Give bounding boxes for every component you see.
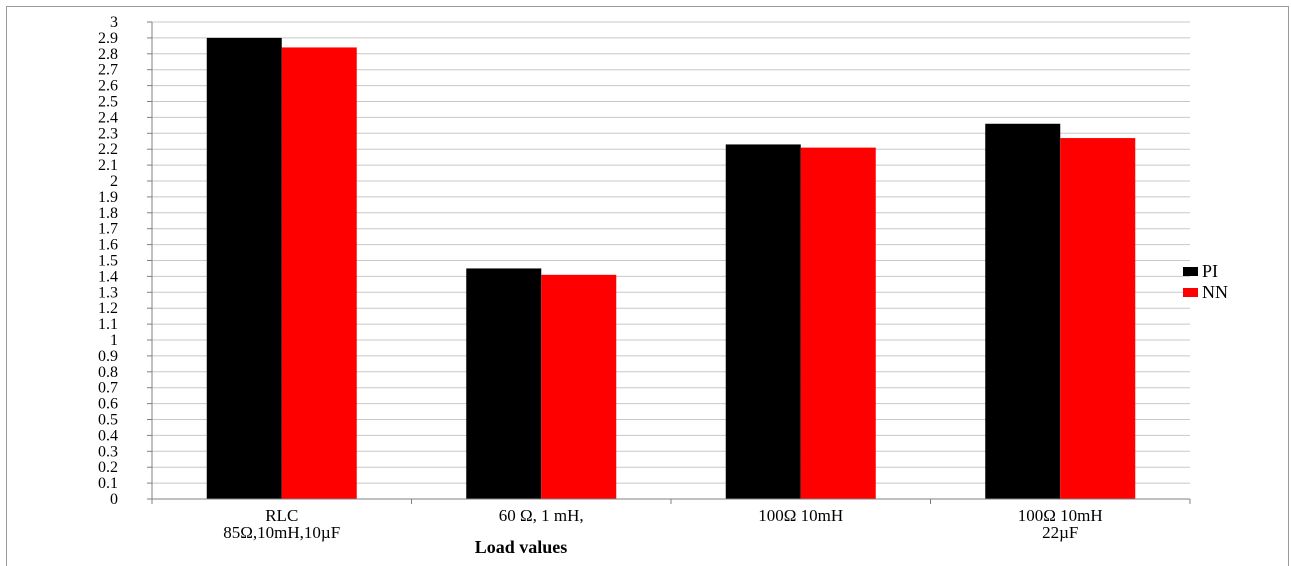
- y-tick-label: 1.2: [98, 300, 118, 317]
- y-tick-label: 2.4: [98, 109, 118, 126]
- x-category-label: 85Ω,10mH,10µF: [223, 523, 340, 542]
- y-tick-label: 0.4: [98, 427, 118, 444]
- bar-nn-4: [1060, 138, 1136, 499]
- y-tick-label: 1: [110, 332, 118, 349]
- y-axis-ticks: 00.10.20.30.40.50.60.70.80.911.11.21.31.…: [98, 14, 152, 508]
- y-tick-label: 1.5: [98, 253, 118, 270]
- x-category-label: 22µF: [1042, 523, 1078, 542]
- y-tick-label: 2.2: [98, 141, 118, 158]
- bar-pi-4: [985, 123, 1061, 499]
- y-tick-label: 1.4: [98, 268, 118, 285]
- y-tick-label: 0.5: [98, 412, 118, 429]
- y-tick-label: 2.1: [98, 157, 118, 174]
- y-tick-label: 2.5: [98, 94, 118, 111]
- bar-nn-3: [800, 147, 876, 500]
- y-tick-label: 0.9: [98, 348, 118, 365]
- y-tick-label: 2.3: [98, 125, 118, 142]
- bar-nn-2: [541, 274, 617, 499]
- x-category-label: 100Ω 10mH: [1018, 506, 1103, 525]
- bar-pi-1: [206, 37, 282, 500]
- y-tick-label: 1.7: [98, 221, 118, 238]
- y-tick-label: 1.8: [98, 205, 118, 222]
- bars: [206, 37, 1136, 500]
- y-tick-label: 0.1: [98, 475, 118, 492]
- y-tick-label: 2: [110, 173, 118, 190]
- legend-swatch-nn: [1183, 288, 1198, 297]
- y-tick-label: 1.1: [98, 316, 118, 333]
- x-category-label: 100Ω 10mH: [758, 506, 843, 525]
- y-tick-label: 2.7: [98, 62, 118, 79]
- y-tick-label: 2.8: [98, 46, 118, 63]
- y-tick-label: 0.6: [98, 396, 118, 413]
- legend-label-nn: NN: [1202, 282, 1228, 302]
- bar-nn-1: [281, 47, 357, 499]
- y-tick-label: 0: [110, 491, 118, 508]
- bar-pi-2: [466, 268, 542, 499]
- x-category-label: 60 Ω, 1 mH,: [499, 506, 584, 525]
- y-tick-label: 0.7: [98, 380, 118, 397]
- y-tick-label: 2.6: [98, 78, 118, 95]
- y-tick-label: 0.2: [98, 459, 118, 476]
- x-category-label: RLC: [265, 506, 298, 525]
- chart-frame: [6, 6, 1289, 566]
- y-tick-label: 1.6: [98, 237, 118, 254]
- y-tick-label: 0.8: [98, 364, 118, 381]
- bar-pi-3: [725, 144, 801, 499]
- y-tick-label: 1.9: [98, 189, 118, 206]
- legend-swatch-pi: [1183, 267, 1198, 276]
- y-tick-label: 1.3: [98, 284, 118, 301]
- y-tick-label: 3: [110, 14, 118, 31]
- y-tick-label: 0.3: [98, 443, 118, 460]
- y-tick-label: 2.9: [98, 30, 118, 47]
- legend-label-pi: PI: [1202, 261, 1218, 281]
- x-axis-title: Load values: [475, 537, 568, 555]
- axes: [151, 22, 1191, 504]
